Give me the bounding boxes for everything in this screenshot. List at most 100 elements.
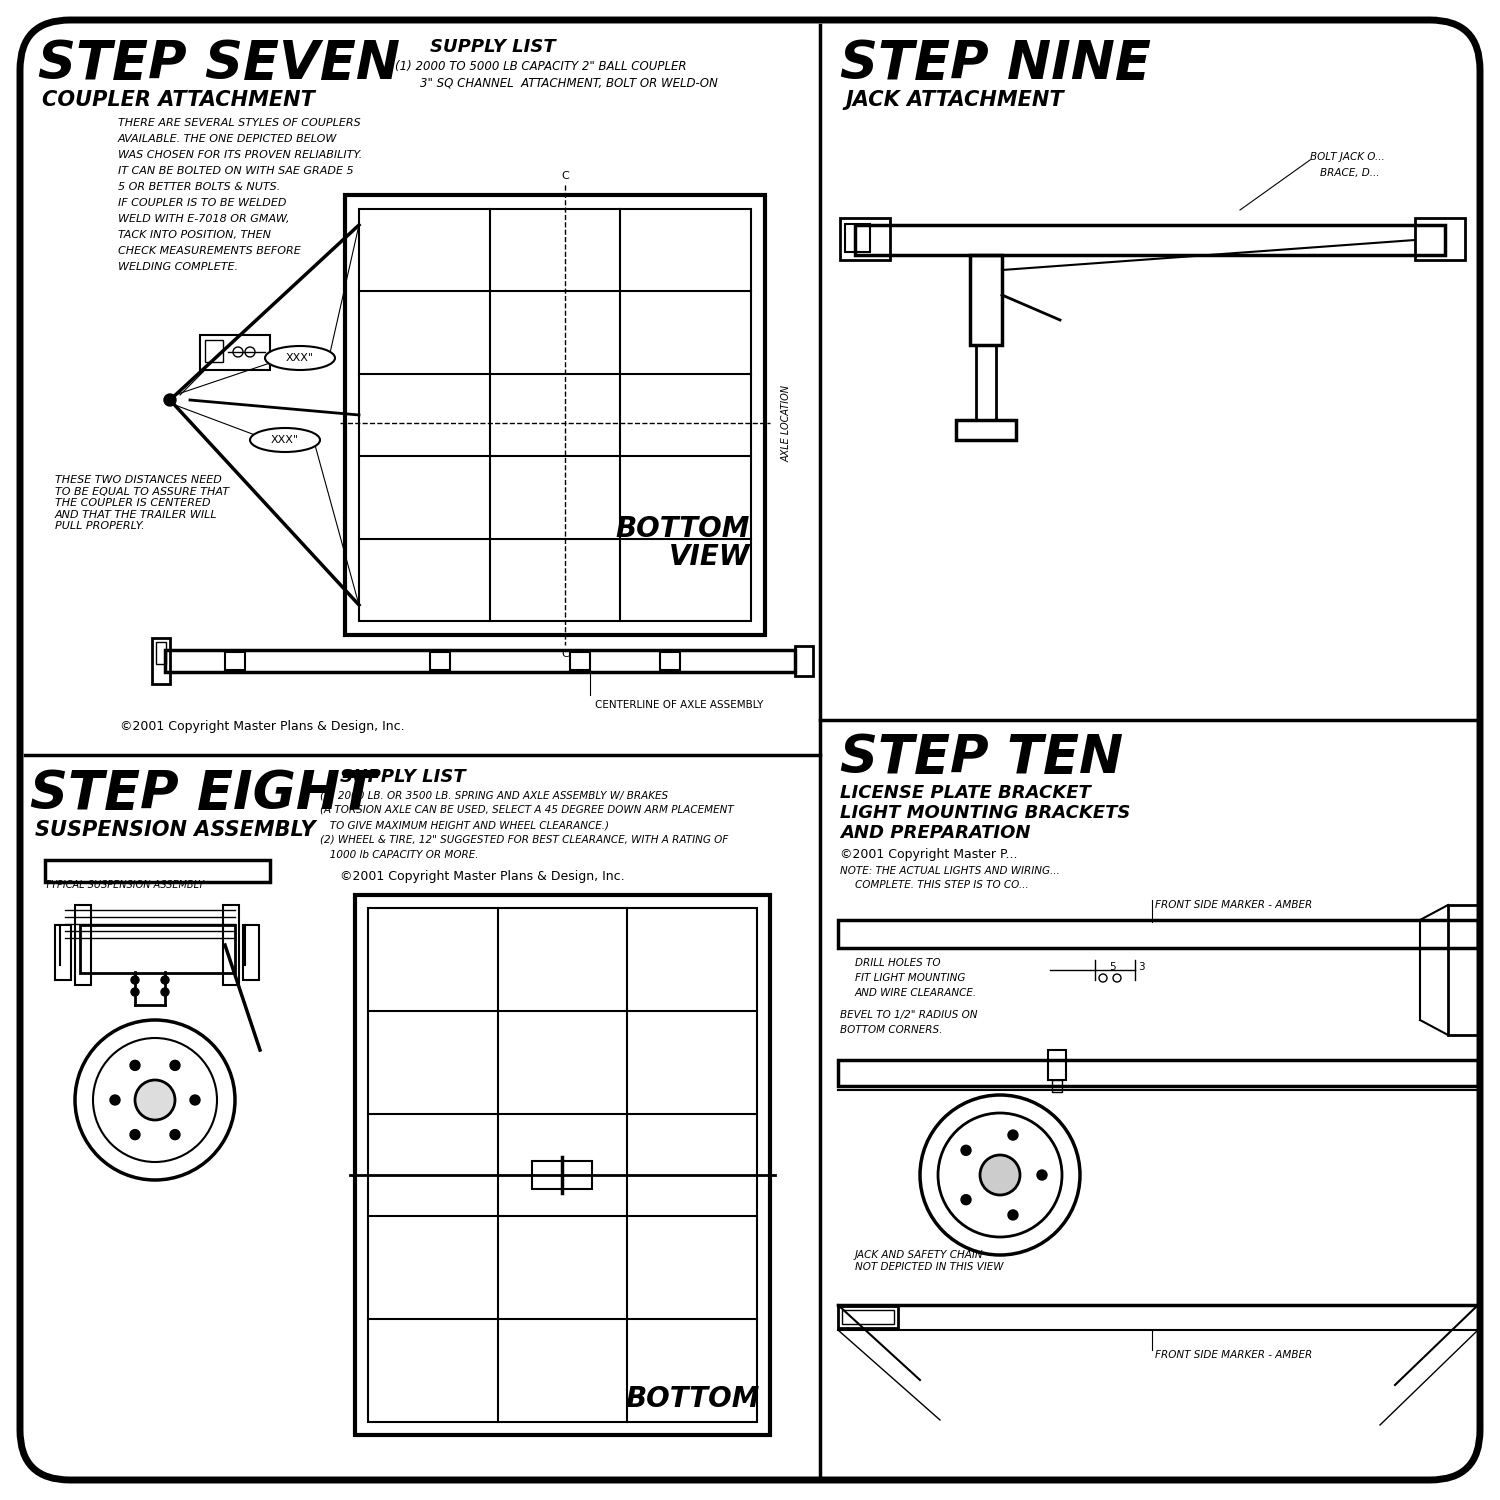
Circle shape <box>170 1130 180 1140</box>
Circle shape <box>1008 1210 1019 1219</box>
FancyBboxPatch shape <box>20 20 1480 1480</box>
Text: NOTE: THE ACTUAL LIGHTS AND WIRING...: NOTE: THE ACTUAL LIGHTS AND WIRING... <box>840 865 1059 876</box>
Text: AVAILABLE. THE ONE DEPICTED BELOW: AVAILABLE. THE ONE DEPICTED BELOW <box>118 134 338 144</box>
Text: 1000 lb CAPACITY OR MORE.: 1000 lb CAPACITY OR MORE. <box>320 850 478 859</box>
Text: STEP EIGHT: STEP EIGHT <box>30 768 376 820</box>
Bar <box>206 340 224 362</box>
Circle shape <box>130 988 140 996</box>
Text: THERE ARE SEVERAL STYLES OF COUPLERS: THERE ARE SEVERAL STYLES OF COUPLERS <box>118 118 360 128</box>
Bar <box>80 926 236 974</box>
Text: STEP TEN: STEP TEN <box>840 732 1124 784</box>
Text: TO GIVE MAXIMUM HEIGHT AND WHEEL CLEARANCE.): TO GIVE MAXIMUM HEIGHT AND WHEEL CLEARAN… <box>320 821 609 830</box>
Bar <box>1052 1080 1062 1092</box>
Text: BOTTOM: BOTTOM <box>615 514 750 543</box>
Text: SUPPLY LIST: SUPPLY LIST <box>430 38 555 56</box>
Text: 3" SQ CHANNEL  ATTACHMENT, BOLT OR WELD-ON: 3" SQ CHANNEL ATTACHMENT, BOLT OR WELD-O… <box>420 76 717 88</box>
Text: CHECK MEASUREMENTS BEFORE: CHECK MEASUREMENTS BEFORE <box>118 246 300 256</box>
Circle shape <box>962 1146 970 1155</box>
Text: WELDING COMPLETE.: WELDING COMPLETE. <box>118 262 238 272</box>
Text: SUSPENSION ASSEMBLY: SUSPENSION ASSEMBLY <box>34 821 315 840</box>
Bar <box>1414 217 1466 259</box>
Text: AND PREPARATION: AND PREPARATION <box>840 824 1030 842</box>
Text: JACK ATTACHMENT: JACK ATTACHMENT <box>844 90 1064 110</box>
Text: THESE TWO DISTANCES NEED
TO BE EQUAL TO ASSURE THAT
THE COUPLER IS CENTERED
AND : THESE TWO DISTANCES NEED TO BE EQUAL TO … <box>56 476 230 531</box>
Bar <box>200 334 270 370</box>
Text: (1) 2000 TO 5000 LB CAPACITY 2" BALL COUPLER: (1) 2000 TO 5000 LB CAPACITY 2" BALL COU… <box>394 60 687 74</box>
Text: XXX": XXX" <box>286 352 314 363</box>
Text: IF COUPLER IS TO BE WELDED: IF COUPLER IS TO BE WELDED <box>118 198 286 208</box>
Text: STEP SEVEN: STEP SEVEN <box>38 38 401 90</box>
Bar <box>224 904 238 986</box>
Circle shape <box>1008 1130 1019 1140</box>
Text: XXX": XXX" <box>272 435 298 445</box>
Bar <box>855 225 1444 255</box>
Text: AXLE LOCATION: AXLE LOCATION <box>782 384 792 462</box>
Circle shape <box>110 1095 120 1106</box>
Circle shape <box>1036 1170 1047 1180</box>
Bar <box>368 908 758 1422</box>
Text: JACK AND SAFETY CHAIN
NOT DEPICTED IN THIS VIEW: JACK AND SAFETY CHAIN NOT DEPICTED IN TH… <box>855 1250 1004 1272</box>
Text: WAS CHOSEN FOR ITS PROVEN RELIABILITY.: WAS CHOSEN FOR ITS PROVEN RELIABILITY. <box>118 150 363 160</box>
Bar <box>225 652 245 670</box>
Bar <box>532 1161 592 1190</box>
Bar <box>842 1310 894 1324</box>
Text: (A TORSION AXLE CAN BE USED, SELECT A 45 DEGREE DOWN ARM PLACEMENT: (A TORSION AXLE CAN BE USED, SELECT A 45… <box>320 806 734 814</box>
Text: COMPLETE. THIS STEP IS TO CO...: COMPLETE. THIS STEP IS TO CO... <box>855 880 1029 890</box>
Circle shape <box>962 1194 970 1204</box>
Text: AND WIRE CLEARANCE.: AND WIRE CLEARANCE. <box>855 988 976 998</box>
Ellipse shape <box>266 346 334 370</box>
Text: IT CAN BE BOLTED ON WITH SAE GRADE 5: IT CAN BE BOLTED ON WITH SAE GRADE 5 <box>118 166 354 176</box>
Bar <box>844 224 870 252</box>
Circle shape <box>190 1095 200 1106</box>
Bar <box>840 217 890 259</box>
Text: TYPICAL SUSPENSION ASSEMBLY: TYPICAL SUSPENSION ASSEMBLY <box>45 880 204 890</box>
Bar <box>976 345 996 420</box>
Text: (2) WHEEL & TIRE, 12" SUGGESTED FOR BEST CLEARANCE, WITH A RATING OF: (2) WHEEL & TIRE, 12" SUGGESTED FOR BEST… <box>320 836 729 844</box>
Circle shape <box>164 394 176 406</box>
Text: SUPPLY LIST: SUPPLY LIST <box>340 768 465 786</box>
Bar <box>156 642 166 664</box>
Text: CENTERLINE OF AXLE ASSEMBLY: CENTERLINE OF AXLE ASSEMBLY <box>596 700 764 709</box>
Text: COUPLER ATTACHMENT: COUPLER ATTACHMENT <box>42 90 315 110</box>
Text: C: C <box>561 650 568 658</box>
Text: BOTTOM: BOTTOM <box>626 1384 760 1413</box>
Bar <box>430 652 450 670</box>
Bar <box>243 926 260 980</box>
Text: BEVEL TO 1/2" RADIUS ON: BEVEL TO 1/2" RADIUS ON <box>840 1010 978 1020</box>
Bar <box>165 650 795 672</box>
Bar <box>839 920 1478 948</box>
Bar <box>358 209 752 621</box>
Text: ©2001 Copyright Master Plans & Design, Inc.: ©2001 Copyright Master Plans & Design, I… <box>120 720 405 734</box>
Bar <box>356 896 770 1436</box>
Text: BRACE, D...: BRACE, D... <box>1320 168 1380 178</box>
Text: BOTTOM CORNERS.: BOTTOM CORNERS. <box>840 1024 942 1035</box>
Bar <box>839 1306 898 1328</box>
Text: BOLT JACK O...: BOLT JACK O... <box>1310 152 1384 162</box>
Circle shape <box>1113 974 1120 982</box>
Circle shape <box>160 976 170 984</box>
Text: (1) 2000 LB. OR 3500 LB. SPRING AND AXLE ASSEMBLY W/ BRAKES: (1) 2000 LB. OR 3500 LB. SPRING AND AXLE… <box>320 790 668 800</box>
Text: C: C <box>561 171 568 182</box>
Text: VIEW: VIEW <box>669 543 750 572</box>
Circle shape <box>1100 974 1107 982</box>
Bar <box>839 1060 1478 1086</box>
Bar <box>1448 904 1478 1035</box>
Text: LICENSE PLATE BRACKET: LICENSE PLATE BRACKET <box>840 784 1090 802</box>
Circle shape <box>130 976 140 984</box>
Text: 5 OR BETTER BOLTS & NUTS.: 5 OR BETTER BOLTS & NUTS. <box>118 182 280 192</box>
Circle shape <box>170 1060 180 1071</box>
Text: ©2001 Copyright Master Plans & Design, Inc.: ©2001 Copyright Master Plans & Design, I… <box>340 870 624 883</box>
Bar <box>345 195 765 634</box>
Bar <box>75 904 92 986</box>
Circle shape <box>160 988 170 996</box>
Bar <box>956 420 1016 440</box>
Bar <box>56 926 70 980</box>
Text: ©2001 Copyright Master P...: ©2001 Copyright Master P... <box>840 847 1017 861</box>
Text: FRONT SIDE MARKER - AMBER: FRONT SIDE MARKER - AMBER <box>1155 900 1312 910</box>
Text: STEP NINE: STEP NINE <box>840 38 1150 90</box>
Text: TACK INTO POSITION, THEN: TACK INTO POSITION, THEN <box>118 230 272 240</box>
Bar <box>795 646 813 676</box>
Circle shape <box>130 1130 140 1140</box>
Text: 5: 5 <box>1110 962 1116 972</box>
Text: 3: 3 <box>1138 962 1144 972</box>
